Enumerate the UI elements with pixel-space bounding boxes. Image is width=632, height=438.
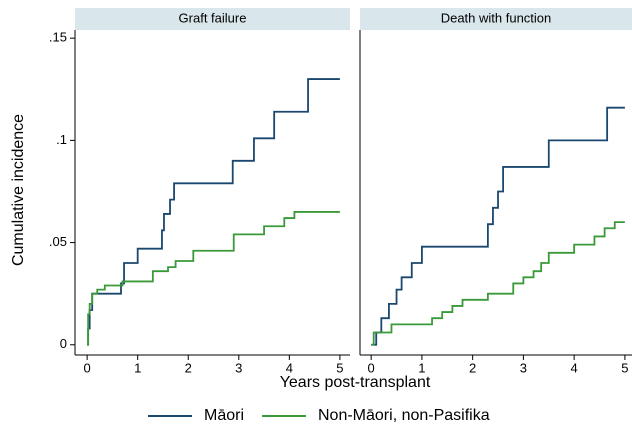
- x-tick-label: 2: [185, 360, 192, 375]
- legend-label: Non-Māori, non-Pasifika: [318, 407, 490, 424]
- series-line: [371, 106, 625, 346]
- x-tick-label: 1: [134, 360, 141, 375]
- x-axis-label: Years post-transplant: [280, 374, 431, 391]
- x-tick-label: 5: [336, 360, 343, 375]
- series-line: [87, 211, 340, 346]
- x-tick-label: 4: [571, 360, 578, 375]
- y-tick-label: 0: [60, 336, 67, 351]
- x-tick-label: 4: [286, 360, 293, 375]
- y-tick-label: .1: [56, 132, 67, 147]
- y-tick-label: .05: [49, 234, 67, 249]
- panel-title: Graft failure: [179, 10, 247, 25]
- series-line: [371, 221, 625, 346]
- panel-title: Death with function: [441, 10, 552, 25]
- x-tick-label: 0: [84, 360, 91, 375]
- x-tick-label: 5: [621, 360, 628, 375]
- panel-header: [75, 8, 350, 30]
- y-axis-label: Cumulative incidence: [10, 114, 27, 266]
- x-tick-label: 3: [235, 360, 242, 375]
- x-tick-label: 1: [418, 360, 425, 375]
- panel-header: [360, 8, 632, 30]
- y-tick-label: .15: [49, 30, 67, 45]
- legend-label: Māori: [204, 407, 244, 424]
- x-tick-label: 2: [469, 360, 476, 375]
- x-tick-label: 0: [368, 360, 375, 375]
- x-tick-label: 3: [520, 360, 527, 375]
- series-line: [87, 78, 340, 346]
